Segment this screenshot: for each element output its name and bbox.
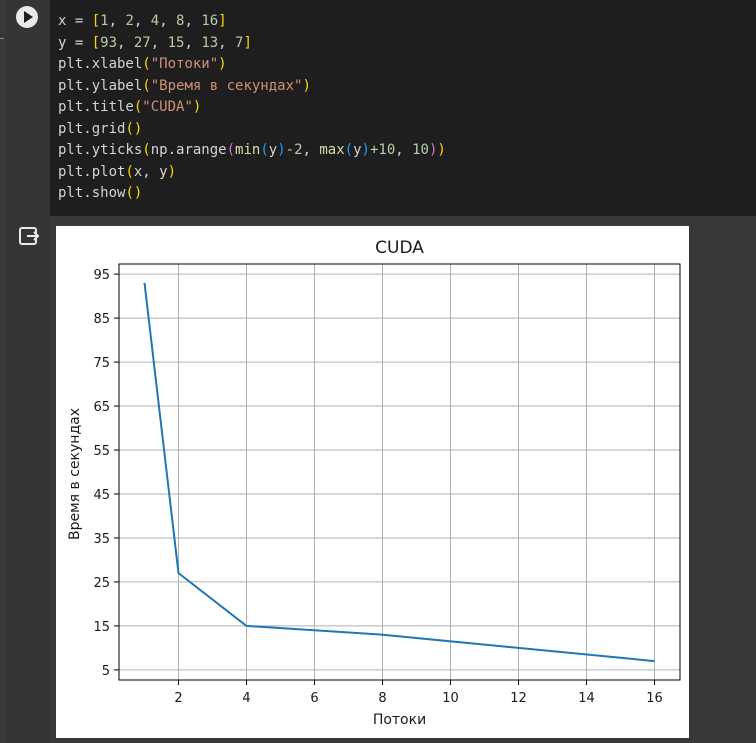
code-line: plt.title("CUDA") (58, 99, 202, 115)
code-line: x = [1, 2, 4, 8, 16] (58, 13, 227, 29)
x-tick-label: 6 (310, 691, 318, 706)
code-line: plt.xlabel("Потоки") (58, 56, 227, 72)
chart-title: CUDA (375, 238, 424, 258)
gutter-marker (0, 38, 4, 39)
x-tick-label: 4 (242, 691, 250, 706)
grid (119, 264, 680, 680)
x-tick-label: 14 (578, 691, 595, 706)
y-tick-label: 95 (93, 268, 110, 283)
x-tick-label: 8 (378, 691, 386, 706)
axes: 2 4 6 8 10 12 14 16 5 15 25 35 45 55 65 75 85 95 (93, 263, 681, 706)
plot-figure: CUDA 2 4 6 8 10 12 14 16 5 15 25 35 45 55 65 75 85 95 Пот… (56, 226, 689, 738)
code-editor[interactable]: x = [1, 2, 4, 8, 16] y = [93, 27, 15, 13,… (50, 0, 756, 216)
y-tick-label: 65 (93, 400, 110, 415)
series-layer (143, 282, 655, 663)
x-tick-label: 10 (442, 691, 459, 706)
x-tick-label: 12 (510, 691, 527, 706)
code-line: plt.show() (58, 185, 143, 201)
output-toggle-icon[interactable] (18, 225, 40, 247)
y-axis-label: Время в секундах (67, 408, 83, 540)
code-line: plt.grid() (58, 120, 143, 137)
y-tick-label: 55 (93, 444, 110, 459)
series-line (143, 282, 655, 663)
y-tick-label: 75 (93, 356, 110, 371)
y-tick-label: 45 (93, 488, 110, 503)
y-tick-label: 15 (93, 620, 110, 635)
code-line: plt.yticks(np.arange(min(y)-2, max(y)+10… (58, 142, 446, 158)
code-line: plt.plot(x, y) (58, 163, 177, 180)
x-tick-label: 16 (646, 691, 663, 706)
y-tick-label: 35 (93, 532, 110, 547)
plot-frame (118, 263, 681, 681)
y-tick-label: 85 (93, 312, 110, 327)
run-cell-button[interactable] (16, 6, 38, 28)
y-tick-label: 25 (93, 576, 110, 591)
x-axis-label: Потоки (373, 712, 426, 728)
y-tick-label: 5 (102, 664, 110, 679)
code-line: plt.ylabel("Время в секундах") (58, 77, 311, 94)
cell-gutter (6, 0, 50, 743)
code-line: y = [93, 27, 15, 13, 7] (58, 34, 252, 51)
line-chart: CUDA 2 4 6 8 10 12 14 16 5 15 25 35 45 55 65 75 85 95 Пот… (67, 238, 681, 728)
x-tick-label: 2 (174, 691, 182, 706)
